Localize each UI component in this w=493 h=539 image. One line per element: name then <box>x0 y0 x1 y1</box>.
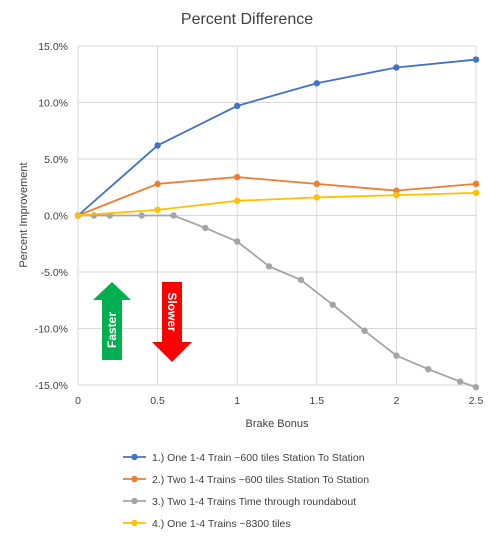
legend-swatch-marker <box>131 519 138 527</box>
series-3-point <box>138 212 145 219</box>
legend-label: 2.) Two 1-4 Trains ~600 tiles Station To… <box>152 474 369 486</box>
legend: 1.) One 1-4 Train ~600 tiles Station To … <box>123 452 369 530</box>
y-tick-label: 0.0% <box>44 211 68 223</box>
series-3-point <box>297 276 305 284</box>
legend-swatch-marker <box>131 475 138 483</box>
x-axis-title: Brake Bonus <box>246 418 309 430</box>
legend-label: 1.) One 1-4 Train ~600 tiles Station To … <box>152 452 365 464</box>
annotation-slower-label: Slower <box>165 292 179 332</box>
series-line-2 <box>77 176 477 217</box>
series-2-point <box>393 187 400 194</box>
series-line-1 <box>77 58 477 217</box>
series-lines <box>74 56 480 391</box>
series-4-point <box>74 212 82 219</box>
y-tick-label: 15.0% <box>38 41 68 53</box>
legend-label: 4.) One 1-4 Trains ~8300 tiles <box>152 518 291 530</box>
series-2-point <box>472 180 480 188</box>
series-3-point <box>425 365 432 373</box>
annotation-faster-label: Faster <box>105 312 119 348</box>
series-3-point <box>456 378 464 385</box>
x-tick-labels: 0 0.5 1 1.5 2 2.5 <box>75 395 483 407</box>
series-2-point <box>313 180 320 188</box>
legend-swatch-marker <box>131 453 138 461</box>
series-3-point <box>329 301 336 308</box>
legend-swatch-marker <box>131 497 138 505</box>
series-3-point <box>202 224 209 232</box>
series-3-point <box>472 384 480 391</box>
legend-label: 3.) Two 1-4 Trains Time through roundabo… <box>152 496 356 508</box>
y-tick-label: -10.0% <box>35 324 68 336</box>
series-3-point <box>361 327 368 334</box>
series-4-point <box>393 191 400 199</box>
series-1-point <box>313 80 320 87</box>
series-1-point <box>472 56 480 63</box>
series-3-point <box>393 352 400 359</box>
grid-lines <box>77 45 477 386</box>
down-arrow-icon <box>152 282 192 362</box>
series-4-point <box>313 194 320 201</box>
y-tick-labels: 15.0% 10.0% 5.0% 0.0% -5.0% -10.0% -15.0% <box>35 41 68 392</box>
x-tick-label: 1.5 <box>309 395 324 407</box>
series-3-point <box>90 212 98 219</box>
x-tick-label: 1 <box>234 395 240 407</box>
y-tick-label: -5.0% <box>41 267 68 279</box>
series-3-point <box>265 263 273 270</box>
x-tick-label: 2.5 <box>469 395 484 407</box>
series-3-point <box>234 238 241 245</box>
series-1-point <box>393 64 400 71</box>
series-1-point <box>154 142 161 149</box>
series-4-point <box>154 206 161 214</box>
series-2-point <box>234 173 241 181</box>
x-tick-label: 0 <box>75 395 81 407</box>
y-tick-label: 5.0% <box>44 154 68 166</box>
direction-annotations: Faster Slower <box>93 282 192 362</box>
up-arrow-icon <box>93 282 131 360</box>
x-tick-label: 0.5 <box>150 395 165 407</box>
y-tick-label: 10.0% <box>38 98 68 110</box>
series-3-point <box>170 212 177 219</box>
series-2-point <box>154 180 161 188</box>
series-4-point <box>472 189 480 197</box>
series-1-point <box>234 102 241 110</box>
y-tick-label: -15.0% <box>35 380 68 392</box>
x-tick-label: 2 <box>393 395 399 407</box>
series-4-point <box>234 197 241 205</box>
chart-title: Percent Difference <box>181 11 313 28</box>
series-line-4 <box>77 192 477 217</box>
y-axis-title: Percent Improvement <box>18 162 30 267</box>
